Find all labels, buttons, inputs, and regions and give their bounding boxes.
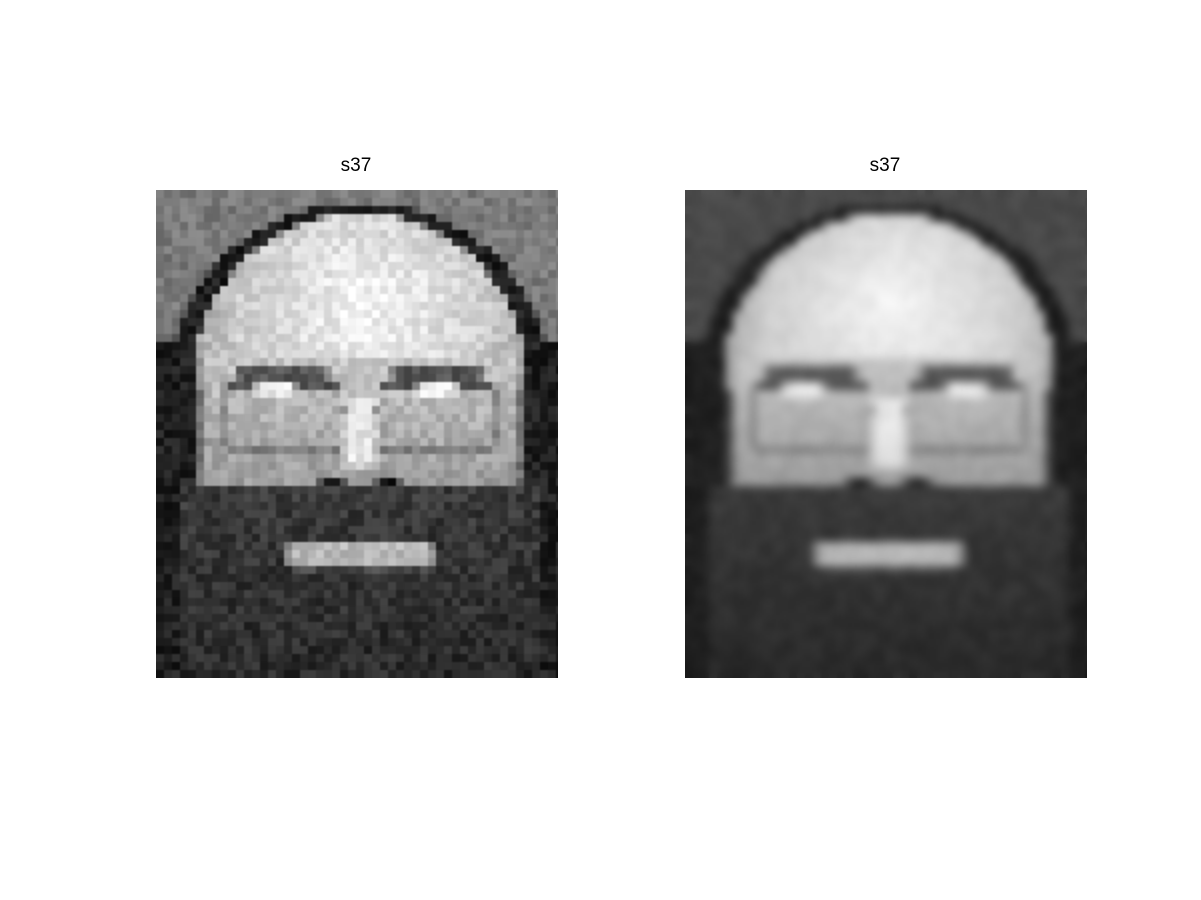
panel-title-left: s37	[155, 156, 557, 175]
original-face-image	[156, 190, 558, 678]
panel-title-right: s37	[684, 156, 1086, 175]
reconstructed-face-image	[685, 190, 1087, 678]
